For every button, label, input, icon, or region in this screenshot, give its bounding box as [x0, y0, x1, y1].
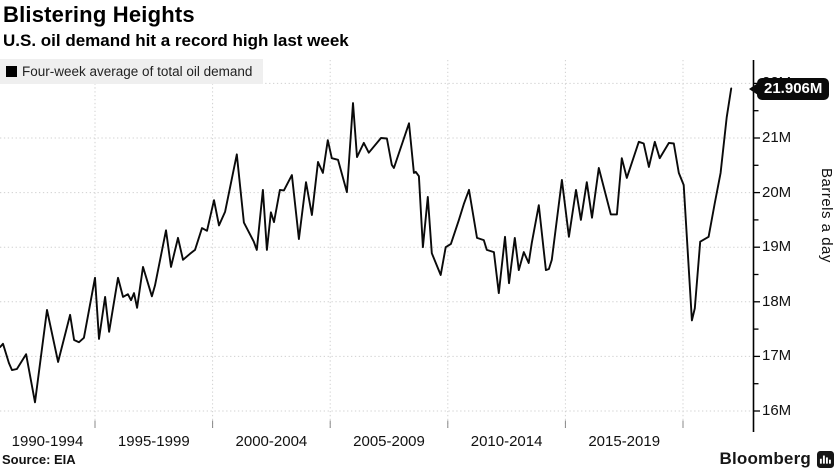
y-tick-label: 20M: [762, 183, 792, 201]
legend: Four-week average of total oil demand: [0, 59, 264, 84]
chart-title: Blistering Heights: [3, 2, 195, 27]
bloomberg-logo: Bloomberg: [719, 449, 834, 469]
last-value-badge-text: 21.906M: [764, 80, 823, 97]
last-value-badge: 21.906M: [757, 78, 830, 100]
x-tick-label: 1990-1994: [11, 433, 84, 450]
bloomberg-logo-text: Bloomberg: [719, 449, 811, 468]
y-tick-label: 21M: [762, 129, 792, 146]
source-label: Source: EIA: [2, 452, 76, 467]
chart-subtitle: U.S. oil demand hit a record high last w…: [3, 31, 349, 50]
demand-line: [0, 87, 733, 404]
bloomberg-mark-icon: [817, 450, 834, 468]
x-tick-label: 2000-2004: [235, 433, 308, 450]
x-tick-label: 2005-2009: [353, 433, 425, 450]
y-axis-title: Barrels a day: [818, 168, 835, 263]
y-tick-label: 19M: [762, 238, 792, 256]
x-tick-label: 2010-2014: [470, 433, 543, 450]
x-tick-label: 1995-1999: [117, 433, 190, 450]
x-tick-label: 2015-2019: [588, 433, 661, 450]
legend-label: Four-week average of total oil demand: [22, 64, 253, 79]
legend-square-icon: [6, 66, 17, 77]
y-tick-label: 16M: [762, 402, 792, 419]
y-tick-label: 17M: [762, 347, 792, 365]
y-tick-label: 18M: [762, 292, 792, 310]
